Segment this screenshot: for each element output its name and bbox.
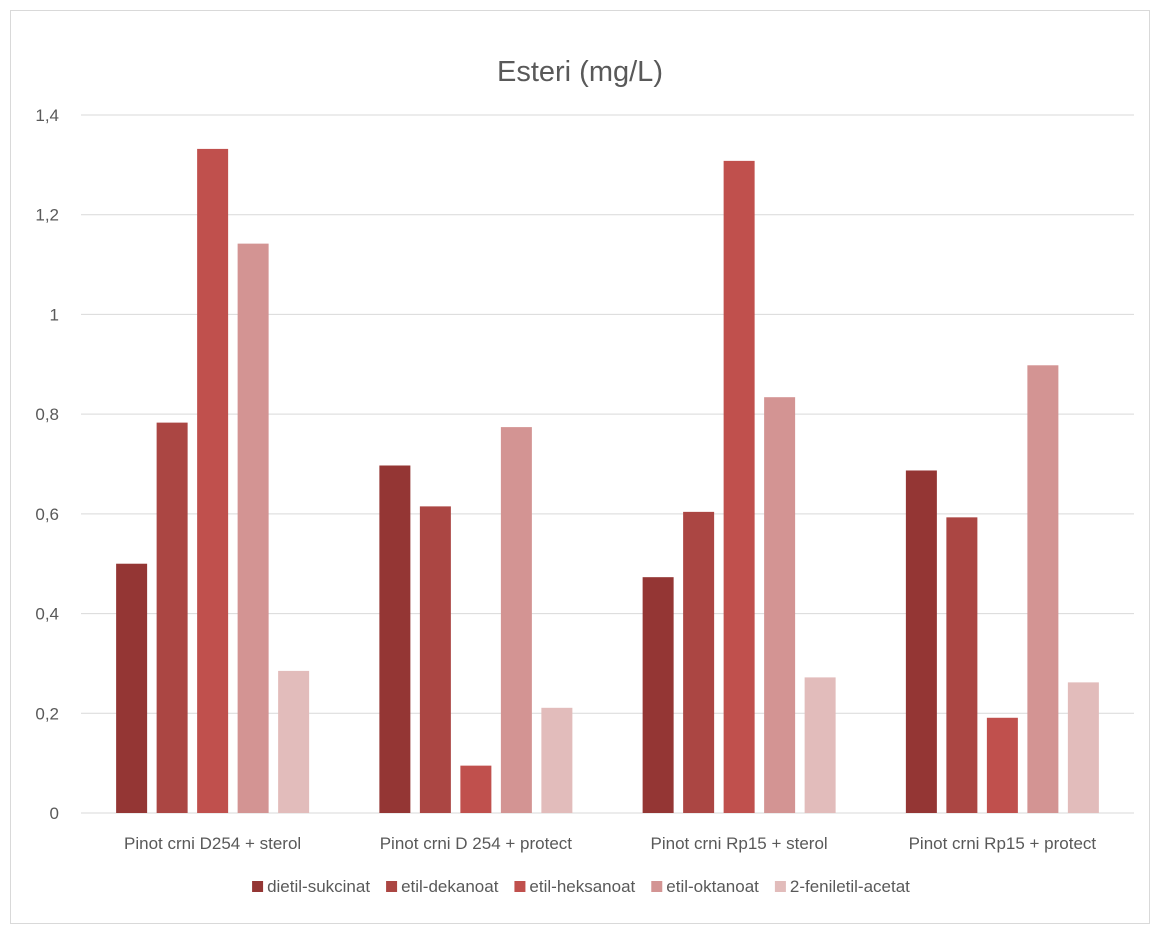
bar-etil-oktanoat-3 <box>764 397 796 813</box>
bar-etil-dekanoat-3 <box>683 511 715 813</box>
legend-item: etil-oktanoat <box>651 877 759 896</box>
bar-etil-oktanoat-2 <box>500 427 532 813</box>
bar-etil-oktanoat-1 <box>237 243 269 814</box>
bar-etil-dekanoat-2 <box>419 506 451 813</box>
legend-swatch <box>386 881 398 892</box>
bar-etil-dekanoat-1 <box>156 422 188 813</box>
bar-2-feniletil-acetat-1 <box>278 670 310 813</box>
bar-etil-dekanoat-4 <box>946 517 978 813</box>
bar-dietil-sukcinat-3 <box>642 577 674 813</box>
y-tick-label: 1,4 <box>35 106 59 125</box>
bar-dietil-sukcinat-2 <box>379 465 411 813</box>
y-tick-label: 0 <box>50 804 59 823</box>
y-axis-ticks: 0 0,2 0,4 0,6 0,8 1 1,2 1,4 <box>35 106 59 823</box>
x-category-label: Pinot crni D254 + sterol <box>124 834 301 853</box>
x-category-label: Pinot crni Rp15 + sterol <box>651 834 828 853</box>
bar-2-feniletil-acetat-2 <box>541 707 573 813</box>
legend-label: etil-heksanoat <box>529 877 635 896</box>
x-axis-categories: Pinot crni D254 + sterol Pinot crni D 254… <box>124 834 1096 853</box>
legend: dietil-sukcinat etil-dekanoat etil-heksano… <box>252 877 910 896</box>
legend-swatch <box>514 881 526 892</box>
bar-etil-heksanoat-2 <box>460 765 492 813</box>
y-tick-label: 0,4 <box>35 605 59 624</box>
bars <box>116 148 1099 814</box>
chart-area: Esteri (mg/L) 0 0,2 0,4 0,6 0,8 1 1,2 1,4 Pinot… <box>10 10 1150 924</box>
legend-label: 2-feniletil-acetat <box>790 877 910 896</box>
bar-etil-heksanoat-4 <box>986 717 1018 813</box>
y-tick-label: 1 <box>50 305 59 324</box>
x-category-label: Pinot crni D 254 + protect <box>380 834 573 853</box>
legend-label: etil-dekanoat <box>401 877 499 896</box>
legend-label: etil-oktanoat <box>666 877 759 896</box>
legend-item: dietil-sukcinat <box>252 877 370 896</box>
bar-etil-heksanoat-3 <box>723 160 755 813</box>
bar-dietil-sukcinat-1 <box>116 563 148 813</box>
legend-swatch <box>774 881 786 892</box>
legend-item: 2-feniletil-acetat <box>774 877 910 896</box>
bar-etil-oktanoat-4 <box>1027 365 1059 813</box>
bar-2-feniletil-acetat-4 <box>1067 682 1099 813</box>
chart-title: Esteri (mg/L) <box>497 56 663 88</box>
legend-label: dietil-sukcinat <box>267 877 370 896</box>
legend-item: etil-heksanoat <box>514 877 636 896</box>
bar-chart: Esteri (mg/L) 0 0,2 0,4 0,6 0,8 1 1,2 1,4 Pinot… <box>35 56 1134 896</box>
x-category-label: Pinot crni Rp15 + protect <box>909 834 1097 853</box>
legend-item: etil-dekanoat <box>386 877 499 896</box>
legend-swatch <box>651 881 663 892</box>
bar-etil-heksanoat-1 <box>197 148 229 814</box>
y-tick-label: 1,2 <box>35 206 59 225</box>
y-tick-label: 0,2 <box>35 704 59 723</box>
y-tick-label: 0,8 <box>35 405 59 424</box>
legend-swatch <box>252 881 264 892</box>
bar-2-feniletil-acetat-3 <box>804 677 836 813</box>
bar-dietil-sukcinat-4 <box>905 470 937 813</box>
y-tick-label: 0,6 <box>35 505 59 524</box>
